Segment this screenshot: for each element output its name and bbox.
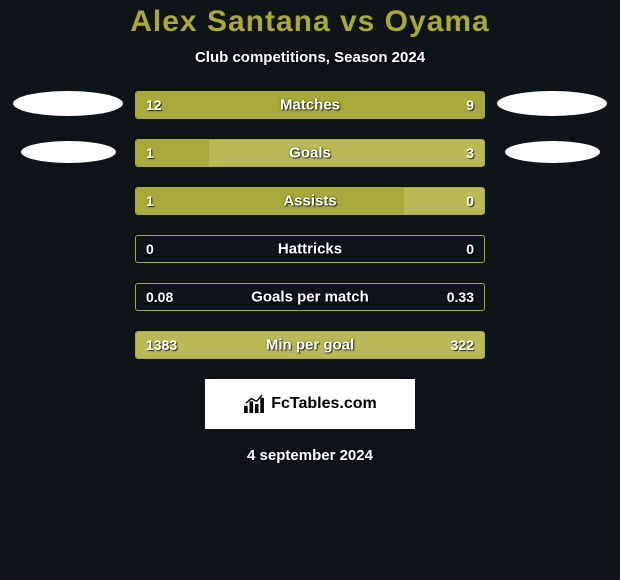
stat-label: Matches [280,97,340,114]
stat-label: Goals [289,145,331,162]
stat-right-value: 0 [466,241,474,257]
stat-right-value: 3 [466,145,474,161]
stat-left-value: 1383 [146,337,177,353]
watermark: FcTables.com [205,379,415,429]
chart-area: 12 Matches 9 1 Goals 3 1 Assists 0 [0,91,620,359]
date-label: 4 september 2024 [0,447,620,464]
stat-row: 12 Matches 9 [135,91,485,119]
stat-bars: 12 Matches 9 1 Goals 3 1 Assists 0 [135,91,485,359]
page-subtitle: Club competitions, Season 2024 [0,49,620,66]
stat-left-value: 0.08 [146,289,173,305]
chart-icon [243,395,265,413]
stat-label: Goals per match [251,289,369,306]
bar-left-fill [136,188,404,214]
bar-right-fill [209,140,484,166]
team-icon-placeholder [505,141,600,163]
watermark-text: FcTables.com [271,395,377,413]
team-icon-placeholder [21,141,116,163]
stat-label: Hattricks [278,241,342,258]
stat-right-value: 0 [466,193,474,209]
page-title: Alex Santana vs Oyama [0,5,620,39]
stat-label: Min per goal [266,337,354,354]
stat-row: 1 Goals 3 [135,139,485,167]
stat-row: 0 Hattricks 0 [135,235,485,263]
player-icon-placeholder [497,91,607,116]
player-icon-placeholder [13,91,123,116]
stat-right-value: 0.33 [447,289,474,305]
right-player-icons [497,91,607,163]
stat-left-value: 1 [146,193,154,209]
stat-left-value: 1 [146,145,154,161]
stat-label: Assists [283,193,336,210]
comparison-chart: Alex Santana vs Oyama Club competitions,… [0,0,620,469]
stat-right-value: 9 [466,97,474,113]
stat-row: 1383 Min per goal 322 [135,331,485,359]
left-player-icons [13,91,123,163]
stat-right-value: 322 [451,337,474,353]
stat-left-value: 12 [146,97,162,113]
stat-row: 1 Assists 0 [135,187,485,215]
stat-left-value: 0 [146,241,154,257]
stat-row: 0.08 Goals per match 0.33 [135,283,485,311]
